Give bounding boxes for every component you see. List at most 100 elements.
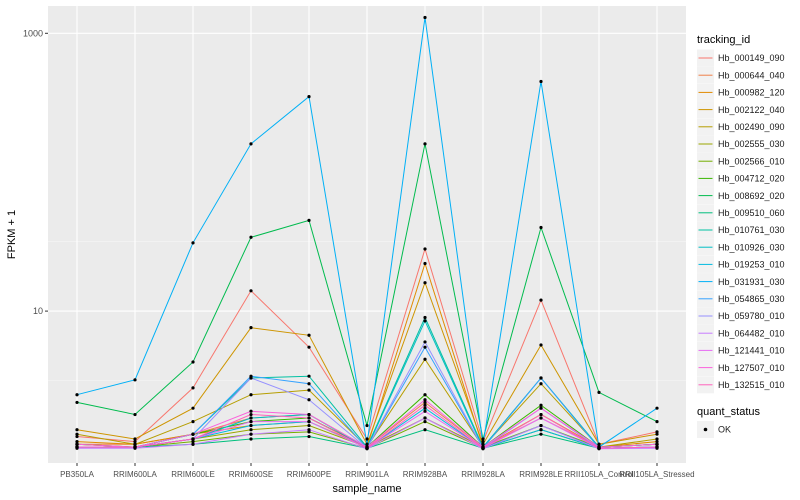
legend: tracking_id Hb_000149_090Hb_000644_040Hb… (697, 34, 785, 438)
x-tick-label: RRII105LA_Stressed (619, 470, 694, 479)
legend-label: Hb_127507_010 (718, 363, 785, 373)
x-tick-label: RRIM600LA (113, 470, 157, 479)
data-point (481, 446, 485, 450)
x-axis-ticks: PB350LA RRIM600LA RRIM600LE RRIM600SE RRIM60… (60, 463, 695, 479)
data-point (655, 437, 659, 441)
legend-label: Hb_000644_040 (718, 70, 785, 80)
data-point (655, 442, 659, 446)
legend-label: Hb_002555_030 (718, 139, 785, 149)
data-point (75, 428, 79, 432)
legend-label: Hb_121441_010 (718, 346, 785, 356)
data-point (307, 416, 311, 420)
data-point (191, 241, 195, 245)
legend-label: Hb_000149_090 (718, 53, 785, 63)
data-point (481, 439, 485, 444)
legend-label: Hb_002566_010 (718, 156, 785, 166)
x-tick-label: RRIM901LA (345, 470, 389, 479)
data-point (249, 326, 253, 330)
data-point (365, 446, 369, 450)
data-point (191, 406, 195, 410)
data-point (423, 345, 427, 349)
data-point (655, 432, 659, 436)
data-point (539, 416, 543, 420)
y-tick-label: 1000 (23, 28, 43, 38)
data-point (539, 432, 543, 436)
data-point (655, 445, 659, 449)
data-point (75, 439, 79, 444)
data-point (133, 378, 137, 382)
data-point (249, 423, 253, 428)
data-point (191, 420, 195, 424)
data-point (133, 437, 137, 441)
data-point (539, 376, 543, 380)
legend-label: Hb_008692_020 (718, 191, 785, 201)
legend-label: Hb_002490_090 (718, 122, 785, 132)
data-point (249, 432, 253, 436)
data-point (191, 437, 195, 441)
data-point (597, 442, 601, 446)
data-point (423, 15, 427, 20)
data-point (249, 409, 253, 413)
data-point (539, 225, 543, 230)
data-point (307, 398, 311, 402)
data-point (307, 430, 311, 434)
x-tick-label: RRIM928BA (403, 470, 448, 479)
data-point (365, 442, 369, 446)
data-point (307, 434, 311, 439)
data-point (191, 360, 195, 364)
data-point (133, 412, 137, 417)
data-points (75, 15, 659, 451)
data-point (365, 437, 369, 441)
legend-title: tracking_id (697, 34, 750, 46)
legend-label: Hb_019253_010 (718, 260, 785, 270)
y-axis-ticks: 10 1000 (23, 28, 48, 316)
data-point (423, 319, 427, 323)
data-point (307, 218, 311, 222)
x-tick-label: RRII105LA_Control (564, 470, 634, 479)
data-point (249, 412, 253, 417)
data-point (481, 437, 485, 441)
data-point (423, 400, 427, 405)
data-point (75, 400, 79, 405)
data-point (423, 247, 427, 251)
x-tick-label: RRIM928LA (461, 470, 505, 479)
data-point (307, 345, 311, 349)
data-point (249, 376, 253, 380)
data-point (75, 434, 79, 439)
data-point (539, 428, 543, 432)
data-point (655, 439, 659, 444)
x-tick-label: RRIM600PE (287, 470, 331, 479)
data-point (307, 333, 311, 337)
data-point (655, 420, 659, 424)
quant-status-label: OK (718, 425, 731, 435)
x-axis-label: sample_name (332, 483, 401, 495)
data-point (249, 420, 253, 424)
data-point (133, 445, 137, 449)
data-point (365, 423, 369, 428)
x-tick-label: RRIM600SE (229, 470, 273, 479)
legend-label: Hb_004712_020 (718, 174, 785, 184)
legend-label: Hb_000982_120 (718, 88, 785, 98)
data-point (423, 403, 427, 407)
x-tick-label: RRIM928LE (519, 470, 563, 479)
y-tick-label: 10 (33, 306, 43, 316)
data-point (307, 374, 311, 378)
data-point (191, 386, 195, 390)
data-point (191, 442, 195, 446)
data-point (75, 432, 79, 436)
data-point (307, 423, 311, 428)
data-point (423, 261, 427, 266)
data-point (307, 382, 311, 386)
legend-label: Hb_002122_040 (718, 105, 785, 115)
data-point (423, 398, 427, 402)
data-point (75, 442, 79, 446)
data-point (655, 430, 659, 434)
legend-label: Hb_064482_010 (718, 328, 785, 338)
legend-items: Hb_000149_090 Hb_000644_040 Hb_000982_120 H… (697, 49, 785, 394)
data-point (249, 289, 253, 293)
data-point (539, 382, 543, 386)
data-point (307, 428, 311, 432)
legend-label: Hb_031931_030 (718, 277, 785, 287)
data-point (423, 420, 427, 424)
data-point (423, 315, 427, 320)
